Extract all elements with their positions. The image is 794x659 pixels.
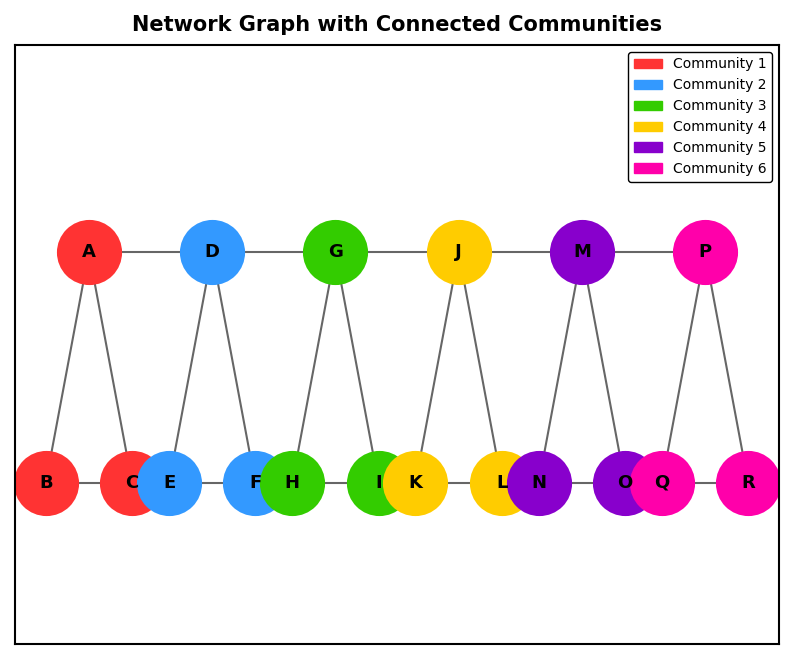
- Text: R: R: [742, 474, 755, 492]
- Point: [409, 477, 422, 488]
- Point: [329, 247, 341, 258]
- Point: [495, 477, 508, 488]
- Point: [656, 477, 669, 488]
- Text: Q: Q: [654, 474, 669, 492]
- Text: O: O: [618, 474, 633, 492]
- Point: [453, 247, 465, 258]
- Point: [83, 247, 95, 258]
- Point: [206, 247, 218, 258]
- Text: K: K: [409, 474, 422, 492]
- Point: [125, 477, 138, 488]
- Text: N: N: [531, 474, 546, 492]
- Text: J: J: [455, 243, 462, 261]
- Point: [742, 477, 754, 488]
- Title: Network Graph with Connected Communities: Network Graph with Connected Communities: [132, 15, 662, 35]
- Text: L: L: [496, 474, 507, 492]
- Text: P: P: [699, 243, 711, 261]
- Point: [372, 477, 385, 488]
- Text: M: M: [573, 243, 591, 261]
- Point: [699, 247, 711, 258]
- Text: H: H: [285, 474, 300, 492]
- Text: E: E: [163, 474, 175, 492]
- Legend: Community 1, Community 2, Community 3, Community 4, Community 5, Community 6: Community 1, Community 2, Community 3, C…: [628, 52, 772, 182]
- Text: B: B: [39, 474, 52, 492]
- Point: [163, 477, 175, 488]
- Point: [576, 247, 588, 258]
- Point: [40, 477, 52, 488]
- Text: G: G: [328, 243, 343, 261]
- Text: D: D: [205, 243, 220, 261]
- Point: [619, 477, 631, 488]
- Point: [249, 477, 262, 488]
- Text: I: I: [376, 474, 382, 492]
- Point: [532, 477, 545, 488]
- Text: C: C: [125, 474, 139, 492]
- Text: A: A: [82, 243, 96, 261]
- Point: [286, 477, 299, 488]
- Text: F: F: [249, 474, 261, 492]
